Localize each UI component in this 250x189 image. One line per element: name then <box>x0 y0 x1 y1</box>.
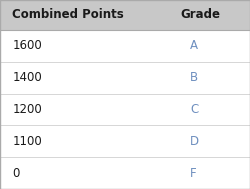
Text: A: A <box>190 39 198 52</box>
Text: 0: 0 <box>12 167 20 180</box>
Text: 1600: 1600 <box>12 39 42 52</box>
Bar <box>0 30 250 62</box>
Bar <box>0 157 250 189</box>
Text: 1200: 1200 <box>12 103 42 116</box>
Text: Combined Points: Combined Points <box>12 9 124 21</box>
Text: F: F <box>190 167 196 180</box>
Text: D: D <box>190 135 199 148</box>
Bar <box>0 0 250 30</box>
Text: 1400: 1400 <box>12 71 42 84</box>
Bar <box>0 125 250 157</box>
Text: Grade: Grade <box>180 9 220 21</box>
Bar <box>0 62 250 94</box>
Bar <box>0 94 250 125</box>
Text: C: C <box>190 103 198 116</box>
Text: B: B <box>190 71 198 84</box>
Text: 1100: 1100 <box>12 135 42 148</box>
